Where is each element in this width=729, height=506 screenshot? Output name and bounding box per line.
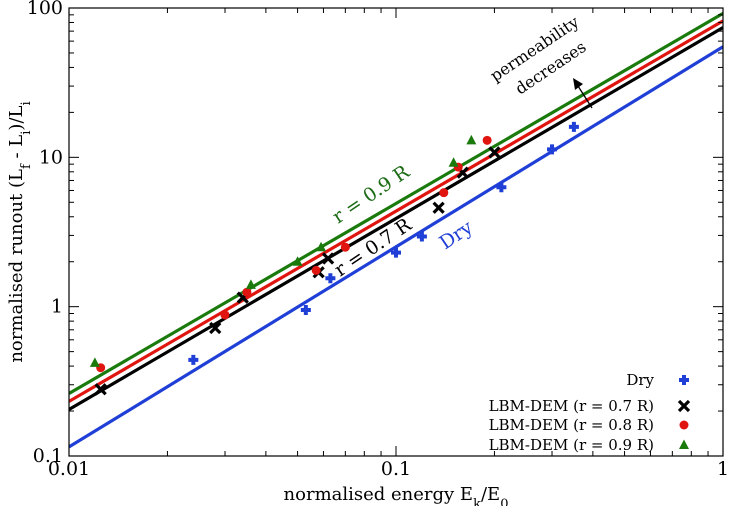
y-tick-label: 0.1 bbox=[33, 445, 63, 467]
permeability-arrow bbox=[573, 78, 593, 109]
data-point bbox=[292, 256, 303, 266]
data-point bbox=[220, 310, 230, 320]
x-tick-label: 0.1 bbox=[381, 458, 411, 480]
y-tick-label: 100 bbox=[27, 0, 63, 19]
legend-marker bbox=[679, 375, 689, 385]
data-point bbox=[466, 134, 477, 145]
data-point bbox=[448, 157, 459, 167]
fit-line bbox=[69, 19, 723, 403]
legend-marker bbox=[679, 420, 689, 430]
x-tick-label: 0.01 bbox=[48, 458, 90, 480]
fit-line bbox=[69, 12, 723, 395]
data-point bbox=[242, 287, 252, 297]
fit-line bbox=[69, 26, 723, 411]
y-axis-title: normalised runout (Lf - Li)/Li bbox=[6, 101, 34, 362]
data-point bbox=[89, 357, 100, 367]
data-point bbox=[321, 252, 335, 265]
data-point bbox=[245, 279, 256, 289]
data-point bbox=[94, 383, 107, 396]
y-tick-label: 1 bbox=[51, 296, 63, 318]
data-point bbox=[209, 321, 222, 335]
fit-line bbox=[69, 45, 723, 449]
data-point bbox=[300, 304, 311, 315]
legend: Dry LBM-DEM (r = 0.7 R)LBM-DEM (r = 0.8 R… bbox=[489, 371, 691, 454]
x-tick-label: 1 bbox=[717, 458, 729, 480]
legend-label: LBM-DEM (r = 0.9 R) bbox=[489, 436, 654, 454]
data-point bbox=[488, 146, 501, 159]
data-point bbox=[547, 144, 558, 155]
annotation-dry: Dry bbox=[435, 216, 477, 254]
legend-label: Dry bbox=[626, 371, 654, 389]
data-point bbox=[325, 273, 336, 284]
svg-text:normalised runout (Lf - Li)/Li: normalised runout (Lf - Li)/Li bbox=[6, 101, 34, 362]
data-point bbox=[416, 231, 427, 242]
legend-label: LBM-DEM (r = 0.8 R) bbox=[489, 416, 654, 434]
legend-marker bbox=[677, 399, 691, 413]
data-point bbox=[432, 201, 445, 214]
data-point bbox=[311, 265, 321, 275]
y-tick-label: 10 bbox=[39, 146, 63, 168]
legend-label: LBM-DEM (r = 0.7 R) bbox=[489, 397, 654, 415]
data-point bbox=[496, 182, 507, 193]
x-axis-title: normalised energy Ek/E0 bbox=[284, 484, 509, 506]
data-point bbox=[340, 242, 350, 252]
legend-marker bbox=[679, 439, 689, 449]
svg-text:normalised energy Ek/E0: normalised energy Ek/E0 bbox=[284, 484, 509, 506]
data-point bbox=[568, 121, 579, 132]
data-point bbox=[482, 135, 492, 145]
data-point bbox=[391, 247, 401, 258]
data-point bbox=[188, 354, 199, 365]
data-point bbox=[439, 188, 449, 198]
data-point bbox=[316, 241, 327, 252]
